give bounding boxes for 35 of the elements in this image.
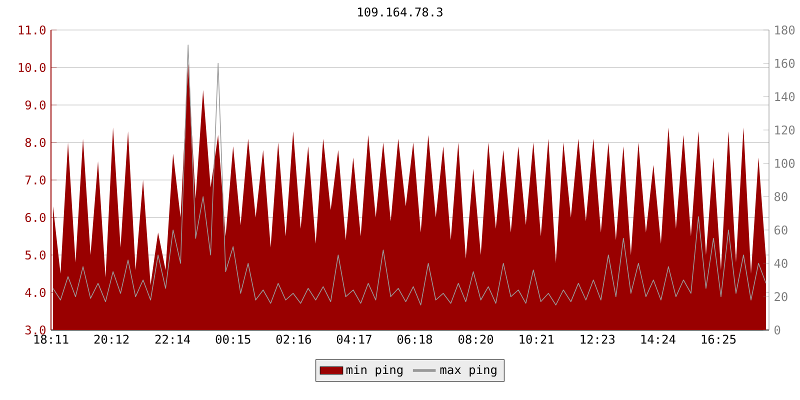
y-tick-label: 5.0 — [25, 250, 46, 260]
x-tick-label: 14:24 — [641, 334, 676, 344]
y-tick-label: 6.0 — [25, 212, 46, 222]
x-tick-label: 16:25 — [702, 334, 736, 344]
x-tick-label: 02:16 — [276, 334, 311, 344]
x-tick-label: 00:15 — [216, 334, 250, 344]
y-tick-label: 4.0 — [25, 288, 46, 298]
legend-label: max ping — [440, 364, 496, 377]
y2-tick-label: 160 — [775, 58, 795, 68]
y-tick-label: 9.0 — [25, 100, 46, 110]
x-tick-label: 08:20 — [458, 334, 494, 344]
x-tick-label: 10:21 — [520, 334, 554, 344]
y2-tick-label: 40 — [774, 258, 788, 268]
y2-tick-label: 60 — [774, 225, 788, 235]
x-tick-label: 22:14 — [155, 334, 190, 344]
y2-tick-label: 100 — [775, 158, 795, 168]
y2-tick-label: 20 — [774, 292, 788, 302]
y-tick-label: 3.0 — [25, 325, 46, 335]
y-tick-label: 10.0 — [18, 62, 46, 72]
x-tick-label: 18:11 — [34, 334, 68, 344]
y2-tick-label: 120 — [775, 125, 795, 135]
x-tick-label: 04:17 — [336, 334, 372, 344]
y-tick-label: 8.0 — [25, 138, 46, 148]
x-tick-label: 20:12 — [94, 334, 129, 344]
line-series — [52, 44, 766, 306]
y2-tick-label: 80 — [774, 192, 788, 202]
chart-title: 109.164.78.3 — [358, 7, 442, 17]
y-tick-label: 11.0 — [18, 25, 46, 35]
legend-label: min ping — [346, 364, 402, 377]
x-tick-label: 06:18 — [397, 334, 432, 344]
x-tick-label: 12:23 — [580, 334, 615, 344]
y2-tick-label: 0 — [774, 325, 780, 335]
y2-tick-label: 180 — [775, 25, 795, 35]
y-tick-label: 7.0 — [25, 175, 46, 185]
y2-tick-label: 140 — [775, 92, 795, 102]
